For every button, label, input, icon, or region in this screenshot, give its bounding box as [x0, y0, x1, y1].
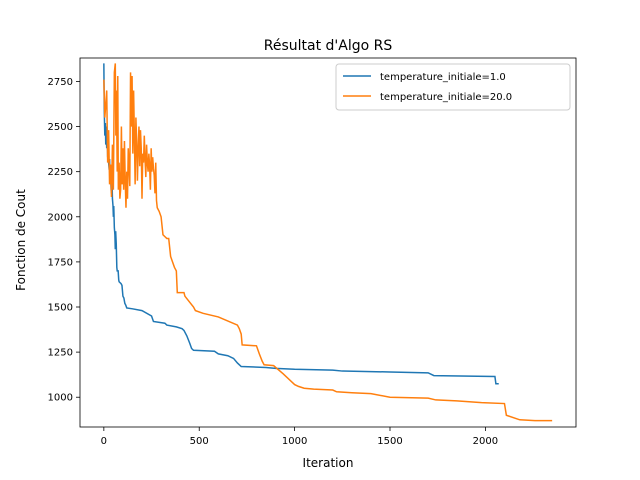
axes-frame — [79, 57, 577, 428]
x-axis-label: Iteration — [303, 456, 354, 470]
y-tick-label: 1000 — [48, 393, 73, 404]
y-tick-label: 1250 — [48, 348, 73, 359]
legend-box — [335, 63, 571, 111]
series-line-2 — [103, 63, 553, 422]
x-tick-label: 1500 — [377, 436, 402, 447]
y-tick-label: 1750 — [48, 257, 73, 268]
legend-label-1: temperature_initiale=1.0 — [380, 72, 506, 83]
x-tick-label: 500 — [190, 436, 209, 447]
y-tick-label: 2750 — [48, 77, 73, 88]
series-lines — [103, 63, 553, 422]
legend: temperature_initiale=1.0 temperature_init… — [335, 63, 571, 111]
chart-title: Résultat d'Algo RS — [264, 38, 393, 54]
y-axis-label: Fonction de Cout — [14, 189, 28, 291]
y-tick-label: 1500 — [48, 303, 73, 314]
x-tick-label: 0 — [101, 436, 107, 447]
plot-area: 0 500 1000 1500 2000 1000 1250 1500 1750 2000 2250… — [48, 57, 577, 447]
y-tick-label: 2500 — [48, 122, 73, 133]
y-tick-label: 2000 — [48, 212, 73, 223]
x-tick-label: 1000 — [282, 436, 307, 447]
legend-label-2: temperature_initiale=20.0 — [380, 92, 512, 103]
y-tick-label: 2250 — [48, 167, 73, 178]
x-tick-label: 2000 — [473, 436, 498, 447]
